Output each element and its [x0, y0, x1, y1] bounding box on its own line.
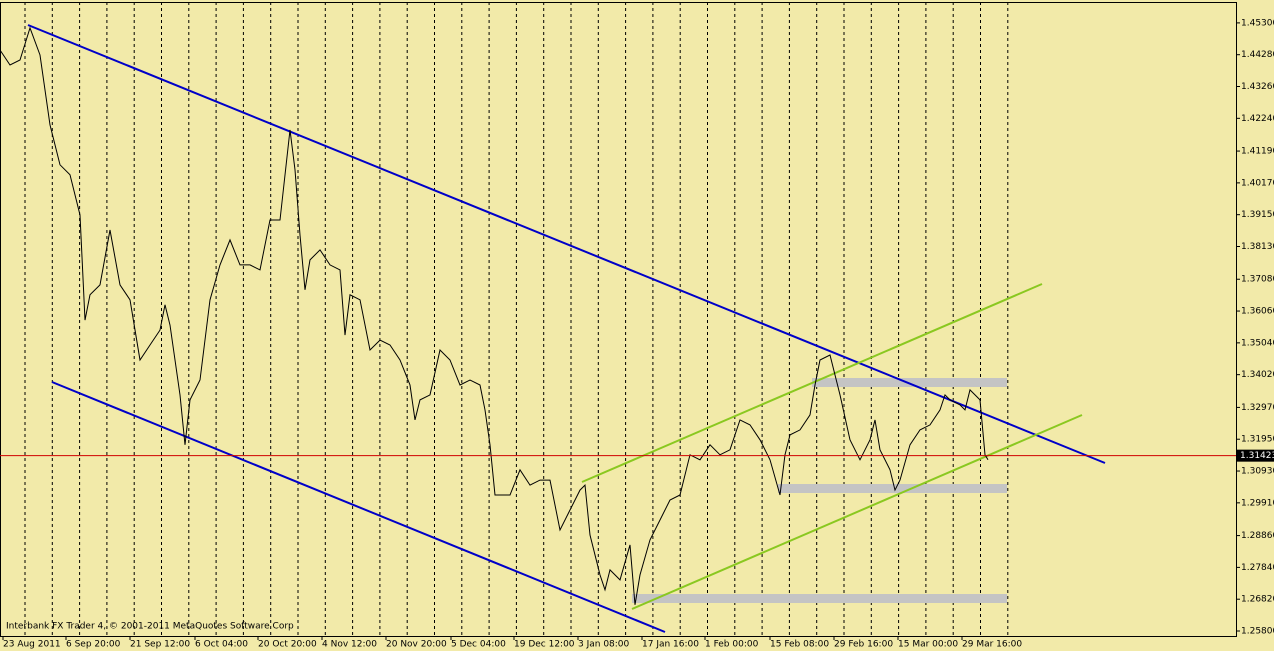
- x-tick-label: 21 Sep 12:00: [130, 640, 190, 650]
- y-tick-label: 1.40170: [1241, 178, 1274, 188]
- y-tick-label: 1.30930: [1241, 467, 1274, 477]
- y-tick-label: 1.41190: [1241, 147, 1274, 157]
- y-tick-label: 1.29910: [1241, 498, 1274, 508]
- zone: [632, 594, 1007, 603]
- x-tick-label: 19 Dec 12:00: [514, 640, 575, 650]
- x-tick-label: 15 Mar 00:00: [898, 640, 958, 650]
- channel-line: [581, 283, 1043, 483]
- zone: [778, 484, 1007, 493]
- x-tick-label: 3 Jan 08:00: [578, 640, 630, 650]
- x-tick-label: 29 Feb 16:00: [834, 640, 893, 650]
- x-tick-label: 17 Jan 16:00: [642, 640, 699, 650]
- drawn-objects: [27, 24, 1106, 633]
- x-tick-label: 1 Feb 00:00: [705, 640, 759, 650]
- x-tick-label: 6 Sep 20:00: [66, 640, 121, 650]
- current-price-label: 1.31423: [1240, 451, 1274, 461]
- y-tick-label: 1.28860: [1241, 531, 1274, 541]
- y-tick-label: 1.37080: [1241, 275, 1274, 285]
- y-tick-label: 1.38130: [1241, 242, 1274, 252]
- y-tick-label: 1.25800: [1241, 627, 1274, 637]
- footer: Interbank FX Trader 4, © 2001-2011 MetaQ…: [6, 622, 294, 632]
- y-tick-label: 1.39150: [1241, 210, 1274, 220]
- y-tick-label: 1.42240: [1241, 114, 1274, 124]
- y-tick-label: 1.34020: [1241, 370, 1274, 380]
- trendline: [27, 24, 1106, 464]
- y-tick-label: 1.36060: [1241, 307, 1274, 317]
- channel-line: [631, 414, 1083, 610]
- y-tick-label: 1.26820: [1241, 595, 1274, 605]
- x-tick-label: 29 Mar 16:00: [962, 640, 1022, 650]
- y-tick-label: 1.27840: [1241, 563, 1274, 573]
- x-tick-label: 15 Feb 08:00: [770, 640, 829, 650]
- y-tick-label: 1.31950: [1241, 435, 1274, 445]
- plot-frame: [0, 2, 1237, 637]
- y-tick-label: 1.35040: [1241, 338, 1274, 348]
- current-price-box: [1237, 449, 1274, 462]
- trendline: [51, 381, 666, 633]
- y-tick-label: 1.45300: [1241, 18, 1274, 28]
- y-tick-label: 1.44280: [1241, 50, 1274, 60]
- x-tick-label: 23 Aug 2011: [3, 640, 61, 650]
- x-tick-label: 20 Nov 20:00: [386, 640, 447, 650]
- x-tick-label: 5 Dec 04:00: [451, 640, 506, 650]
- price-line: [0, 26, 989, 605]
- x-tick-label: 20 Oct 20:00: [258, 640, 317, 650]
- y-tick-label: 1.32970: [1241, 403, 1274, 413]
- y-tick-label: 1.43260: [1241, 82, 1274, 92]
- x-tick-label: 4 Nov 12:00: [322, 640, 377, 650]
- x-tick-label: 6 Oct 04:00: [195, 640, 248, 650]
